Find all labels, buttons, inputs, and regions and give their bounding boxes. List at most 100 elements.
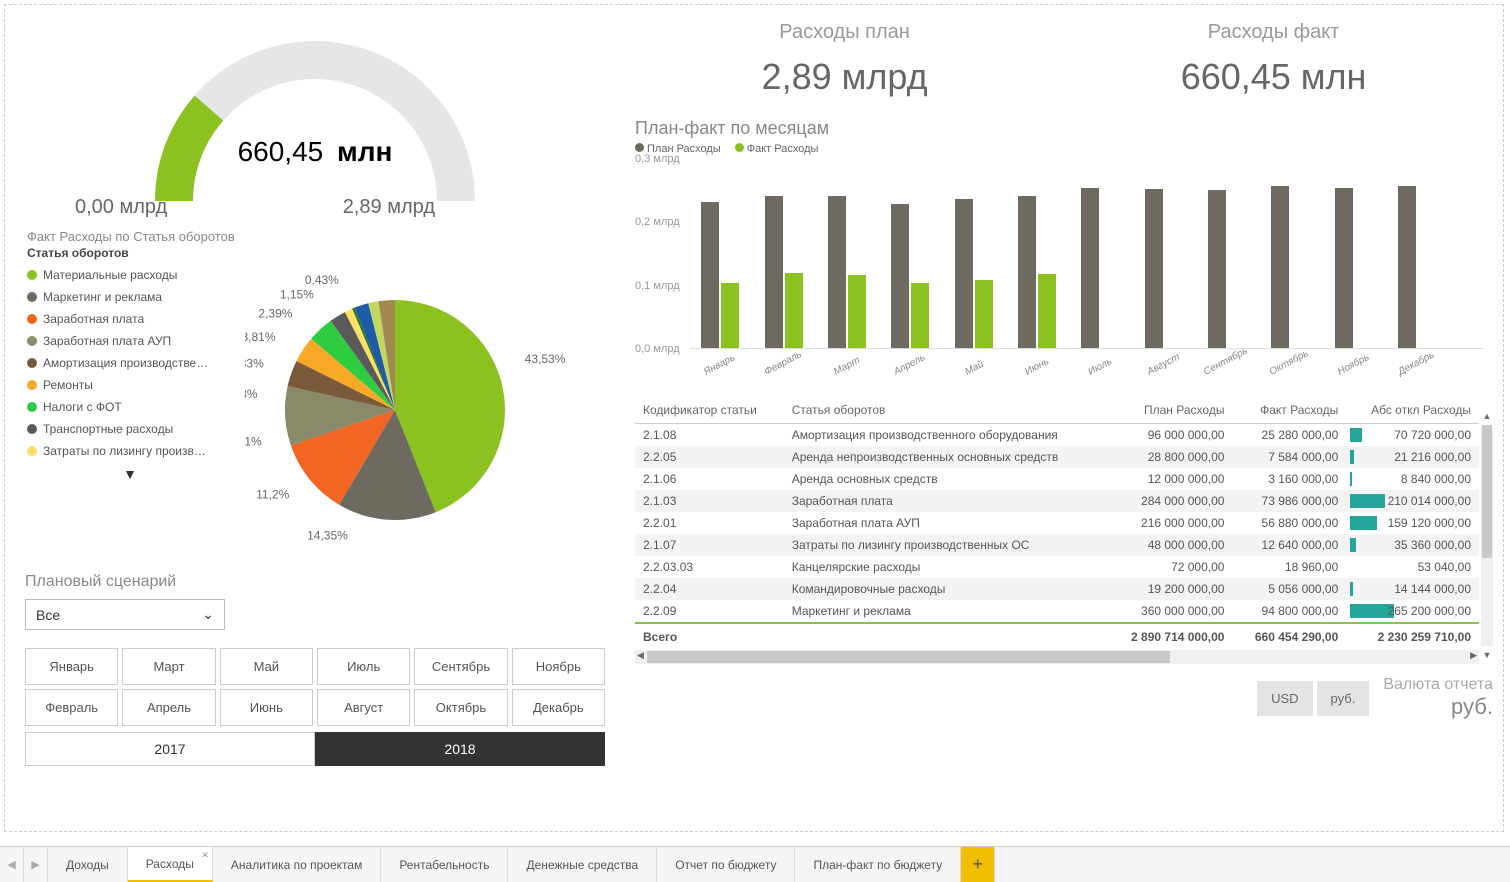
bar-plan[interactable] bbox=[1208, 190, 1226, 348]
bar-fact[interactable] bbox=[1038, 274, 1056, 348]
legend-label: Ремонты bbox=[43, 378, 93, 392]
table-row[interactable]: 2.1.08Амортизация производственного обор… bbox=[635, 424, 1479, 447]
month-filter-button[interactable]: Апрель bbox=[122, 689, 215, 726]
report-tab[interactable]: Аналитика по проектам bbox=[213, 847, 381, 882]
table-row[interactable]: 2.2.05Аренда непроизводственных основных… bbox=[635, 446, 1479, 468]
tab-nav-next[interactable]: ▶ bbox=[24, 847, 48, 882]
tab-label: План-факт по бюджету bbox=[813, 858, 942, 872]
bar-x-label: Август bbox=[1145, 351, 1181, 377]
report-tab[interactable]: План-факт по бюджету bbox=[795, 847, 961, 882]
pie-slice-label: 3,83% bbox=[245, 387, 258, 401]
cell-abs: 8 840 000,00 bbox=[1346, 468, 1479, 490]
cell-plan: 48 000 000,00 bbox=[1107, 534, 1232, 556]
h-scroll-thumb[interactable] bbox=[647, 651, 1170, 663]
table-row[interactable]: 2.1.06Аренда основных средств12 000 000,… bbox=[635, 468, 1479, 490]
bar-fact[interactable] bbox=[721, 283, 739, 348]
pie-legend-item[interactable]: Маркетинг и реклама bbox=[27, 286, 245, 308]
bar-fact[interactable] bbox=[911, 283, 929, 348]
bar-x-label: Февраль bbox=[762, 349, 803, 378]
close-icon[interactable]: ✕ bbox=[201, 850, 209, 861]
legend-expand-icon[interactable]: ▼ bbox=[15, 466, 245, 482]
year-filter-button[interactable]: 2018 bbox=[315, 732, 605, 766]
gauge-value: 660,45 bbox=[238, 136, 324, 167]
bar-plan[interactable] bbox=[701, 202, 719, 348]
report-tab[interactable]: Расходы✕ bbox=[128, 847, 213, 882]
bar-plan[interactable] bbox=[1018, 196, 1036, 348]
table-horizontal-scrollbar[interactable]: ◀ ▶ bbox=[635, 650, 1479, 664]
cell-abs: 35 360 000,00 bbox=[1346, 534, 1479, 556]
scroll-up-icon[interactable]: ▲ bbox=[1481, 411, 1493, 421]
pie-legend-item[interactable]: Налоги с ФОТ bbox=[27, 396, 245, 418]
month-filter-button[interactable]: Август bbox=[317, 689, 410, 726]
add-tab-button[interactable]: + bbox=[961, 847, 995, 882]
month-filter-button[interactable]: Май bbox=[220, 648, 313, 685]
table-row[interactable]: 2.1.03Заработная плата284 000 000,0073 9… bbox=[635, 490, 1479, 512]
month-filter-button[interactable]: Декабрь bbox=[512, 689, 605, 726]
bar-plan[interactable] bbox=[1081, 188, 1099, 348]
pie-chart: 43,53%14,35%11,2%8,61%3,83%3,83%3,81%2,3… bbox=[245, 260, 615, 553]
table-column-header[interactable]: Кодификатор статьи bbox=[635, 397, 784, 424]
scroll-right-icon[interactable]: ▶ bbox=[1470, 650, 1477, 661]
gauge-min-label: 0,00 млрд bbox=[75, 196, 167, 219]
pie-legend-item[interactable]: Затраты по лизингу произв… bbox=[27, 440, 245, 462]
cell-abs: 14 144 000,00 bbox=[1346, 578, 1479, 600]
table-row[interactable]: 2.2.04Командировочные расходы19 200 000,… bbox=[635, 578, 1479, 600]
report-tab[interactable]: Отчет по бюджету bbox=[657, 847, 795, 882]
scroll-thumb[interactable] bbox=[1482, 425, 1492, 558]
tabs-container: ДоходыРасходы✕Аналитика по проектамРента… bbox=[48, 847, 961, 882]
scroll-down-icon[interactable]: ▼ bbox=[1481, 650, 1493, 660]
bar-plan[interactable] bbox=[828, 196, 846, 348]
month-filter-button[interactable]: Сентябрь bbox=[414, 648, 507, 685]
month-filter-button[interactable]: Март bbox=[122, 648, 215, 685]
table-column-header[interactable]: Факт Расходы bbox=[1232, 397, 1346, 424]
bar-plan[interactable] bbox=[1335, 188, 1353, 348]
bar-plan[interactable] bbox=[1398, 186, 1416, 348]
month-filter-button[interactable]: Октябрь bbox=[414, 689, 507, 726]
cell-fact: 12 640 000,00 bbox=[1232, 534, 1346, 556]
table-row[interactable]: 2.1.07Затраты по лизингу производственны… bbox=[635, 534, 1479, 556]
pie-legend-item[interactable]: Материальные расходы bbox=[27, 264, 245, 286]
scroll-left-icon[interactable]: ◀ bbox=[637, 650, 644, 661]
month-filter-button[interactable]: Февраль bbox=[25, 689, 118, 726]
report-tab[interactable]: Рентабельность bbox=[381, 847, 508, 882]
bar-fact[interactable] bbox=[848, 275, 866, 348]
table-column-header[interactable]: План Расходы bbox=[1107, 397, 1232, 424]
bar-fact[interactable] bbox=[785, 273, 803, 348]
table-row[interactable]: 2.2.01Заработная плата АУП216 000 000,00… bbox=[635, 512, 1479, 534]
bar-plan[interactable] bbox=[955, 199, 973, 348]
scenario-select[interactable]: Все ⌄ bbox=[25, 599, 225, 630]
pie-legend-item[interactable]: Амортизация производстве… bbox=[27, 352, 245, 374]
bar-fact[interactable] bbox=[975, 280, 993, 348]
pie-slice-label: 3,83% bbox=[245, 356, 264, 370]
bar-plan[interactable] bbox=[1271, 186, 1289, 348]
table-column-header[interactable]: Абс откл Расходы bbox=[1346, 397, 1479, 424]
total-abs: 2 230 259 710,00 bbox=[1346, 623, 1479, 650]
currency-button[interactable]: руб. bbox=[1317, 681, 1370, 716]
tab-nav-prev[interactable]: ◀ bbox=[0, 847, 24, 882]
month-filter-grid: ЯнварьМартМайИюльСентябрьНоябрь ФевральАп… bbox=[25, 648, 605, 726]
report-tab[interactable]: Денежные средства bbox=[508, 847, 657, 882]
pie-legend-item[interactable]: Ремонты bbox=[27, 374, 245, 396]
table-column-header[interactable]: Статья оборотов bbox=[784, 397, 1107, 424]
table-row[interactable]: 2.2.09Маркетинг и реклама360 000 000,009… bbox=[635, 600, 1479, 623]
legend-swatch bbox=[27, 446, 37, 456]
year-filter-button[interactable]: 2017 bbox=[25, 732, 315, 766]
bar-plan[interactable] bbox=[891, 204, 909, 348]
table-vertical-scrollbar[interactable]: ▲ ▼ bbox=[1481, 425, 1493, 646]
cell-plan: 216 000 000,00 bbox=[1107, 512, 1232, 534]
pie-legend-item[interactable]: Заработная плата АУП bbox=[27, 330, 245, 352]
bar-plan[interactable] bbox=[765, 196, 783, 348]
bar-legend-item[interactable]: Факт Расходы bbox=[735, 143, 819, 155]
month-filter-button[interactable]: Январь bbox=[25, 648, 118, 685]
right-column: Расходы план2,89 млрдРасходы факт660,45 … bbox=[615, 11, 1493, 825]
bar-plan[interactable] bbox=[1145, 189, 1163, 348]
month-filter-button[interactable]: Июнь bbox=[220, 689, 313, 726]
pie-legend-item[interactable]: Заработная плата bbox=[27, 308, 245, 330]
month-filter-button[interactable]: Ноябрь bbox=[512, 648, 605, 685]
cell-fact: 56 880 000,00 bbox=[1232, 512, 1346, 534]
month-filter-button[interactable]: Июль bbox=[317, 648, 410, 685]
currency-button[interactable]: USD bbox=[1257, 681, 1312, 716]
pie-legend-item[interactable]: Транспортные расходы bbox=[27, 418, 245, 440]
report-tab[interactable]: Доходы bbox=[48, 847, 128, 882]
table-row[interactable]: 2.2.03.03Канцелярские расходы72 000,0018… bbox=[635, 556, 1479, 578]
